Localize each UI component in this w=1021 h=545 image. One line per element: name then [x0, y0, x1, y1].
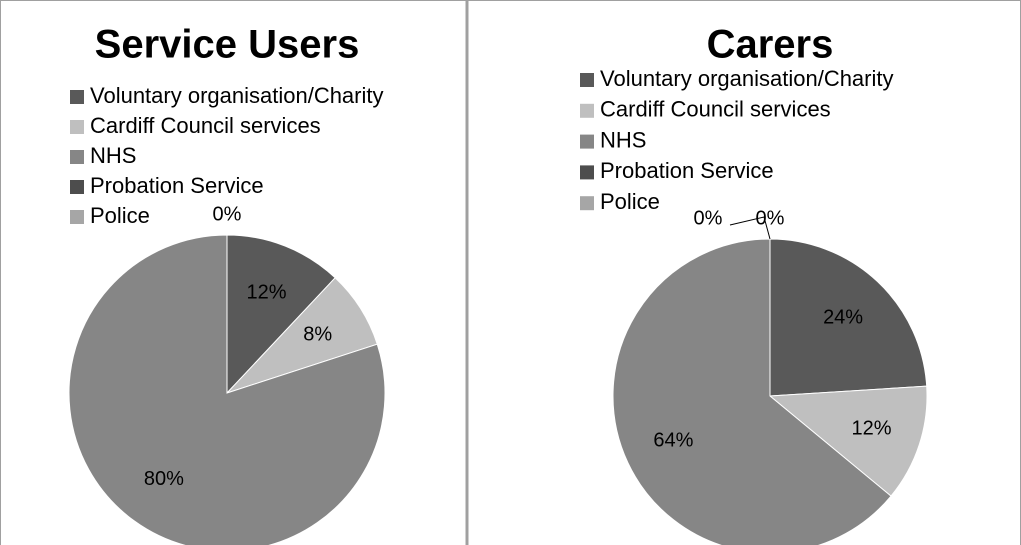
value-label: 24% [823, 306, 863, 328]
legend-swatch [580, 73, 594, 87]
legend-label: Probation Service [600, 158, 774, 183]
pie-slice [612, 238, 892, 545]
legend-swatch [70, 180, 84, 194]
legend-swatch [70, 90, 84, 104]
legend-label: Police [600, 189, 660, 214]
value-label: 12% [852, 417, 892, 439]
legend-label: Probation Service [90, 173, 264, 198]
chart-title: Carers [707, 23, 834, 67]
value-label: 0% [694, 207, 723, 229]
legend-label: NHS [90, 143, 136, 168]
pie-slice [226, 234, 336, 395]
leader-line [729, 216, 771, 240]
legend-swatch [580, 196, 594, 211]
pie-slice [769, 238, 928, 397]
value-label: 12% [247, 281, 287, 303]
legend-label: Cardiff Council services [600, 97, 831, 122]
legend-swatch [580, 103, 594, 118]
pie-slice [768, 385, 928, 497]
value-label: 64% [653, 430, 693, 452]
legend-swatch [70, 150, 84, 164]
value-label: 0% [756, 207, 785, 229]
legend-label: NHS [600, 127, 646, 152]
value-label: 80% [144, 468, 184, 490]
legend-label: Voluntary organisation/Charity [90, 83, 384, 108]
legend-swatch [580, 165, 594, 180]
legend-label: Voluntary organisation/Charity [600, 66, 894, 91]
legend-swatch [70, 120, 84, 134]
legend-label: Cardiff Council services [90, 113, 321, 138]
legend-label: Police [90, 203, 150, 228]
chart-title: Service Users [95, 23, 360, 67]
legend-swatch [70, 210, 84, 224]
pie-slice [68, 234, 386, 545]
value-label: 8% [303, 324, 332, 346]
legend-swatch [580, 134, 594, 149]
value-label: 0% [213, 203, 242, 225]
